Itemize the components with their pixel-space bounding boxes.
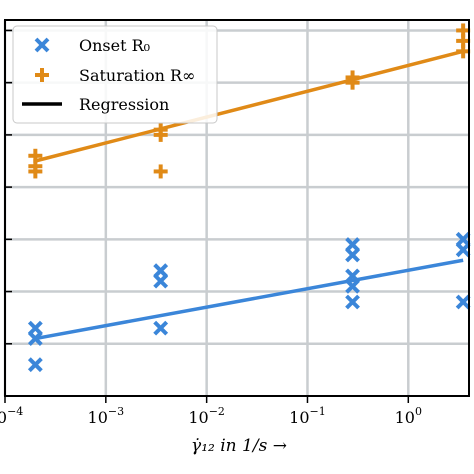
data-point-onset <box>27 331 43 346</box>
regression-lines <box>34 49 464 341</box>
plot-frame <box>4 19 470 397</box>
data-point-onset <box>455 294 471 310</box>
data-point-saturation <box>28 164 43 179</box>
data-point-onset <box>345 278 360 294</box>
legend-label: Regression <box>79 95 169 114</box>
legend-box <box>12 25 218 124</box>
x-tick-label: 10−4 <box>0 405 23 427</box>
x-tick-label: 10−2 <box>188 405 225 427</box>
data-points <box>27 23 471 373</box>
legend-label: Onset R₀ <box>79 36 150 55</box>
legend-label: Saturation R∞ <box>79 66 195 85</box>
legend-marker-onset <box>34 37 50 53</box>
data-point-onset <box>345 294 360 310</box>
regression-line <box>34 49 464 163</box>
legend: Onset R₀ Saturation R∞ Regression <box>12 25 218 124</box>
data-point-onset <box>153 320 169 336</box>
x-tick-label: 10−3 <box>88 405 125 427</box>
regression-line <box>35 258 464 341</box>
x-tick-label: 100 <box>395 405 422 427</box>
data-point-saturation <box>153 164 168 179</box>
x-axis-ticks: 10−4 10−3 10−2 10−1 100 <box>0 396 422 427</box>
data-point-onset <box>27 357 43 373</box>
x-tick-label: 10−1 <box>289 405 326 427</box>
data-point-onset <box>345 247 360 263</box>
data-point-saturation <box>345 75 360 90</box>
data-point-onset <box>455 242 471 258</box>
data-point-saturation <box>153 127 168 142</box>
legend-marker-saturation <box>35 68 49 82</box>
x-axis-label: γ̇₁₂ in 1/s → <box>191 436 287 456</box>
data-point-saturation <box>456 44 471 59</box>
data-point-onset <box>153 273 169 289</box>
